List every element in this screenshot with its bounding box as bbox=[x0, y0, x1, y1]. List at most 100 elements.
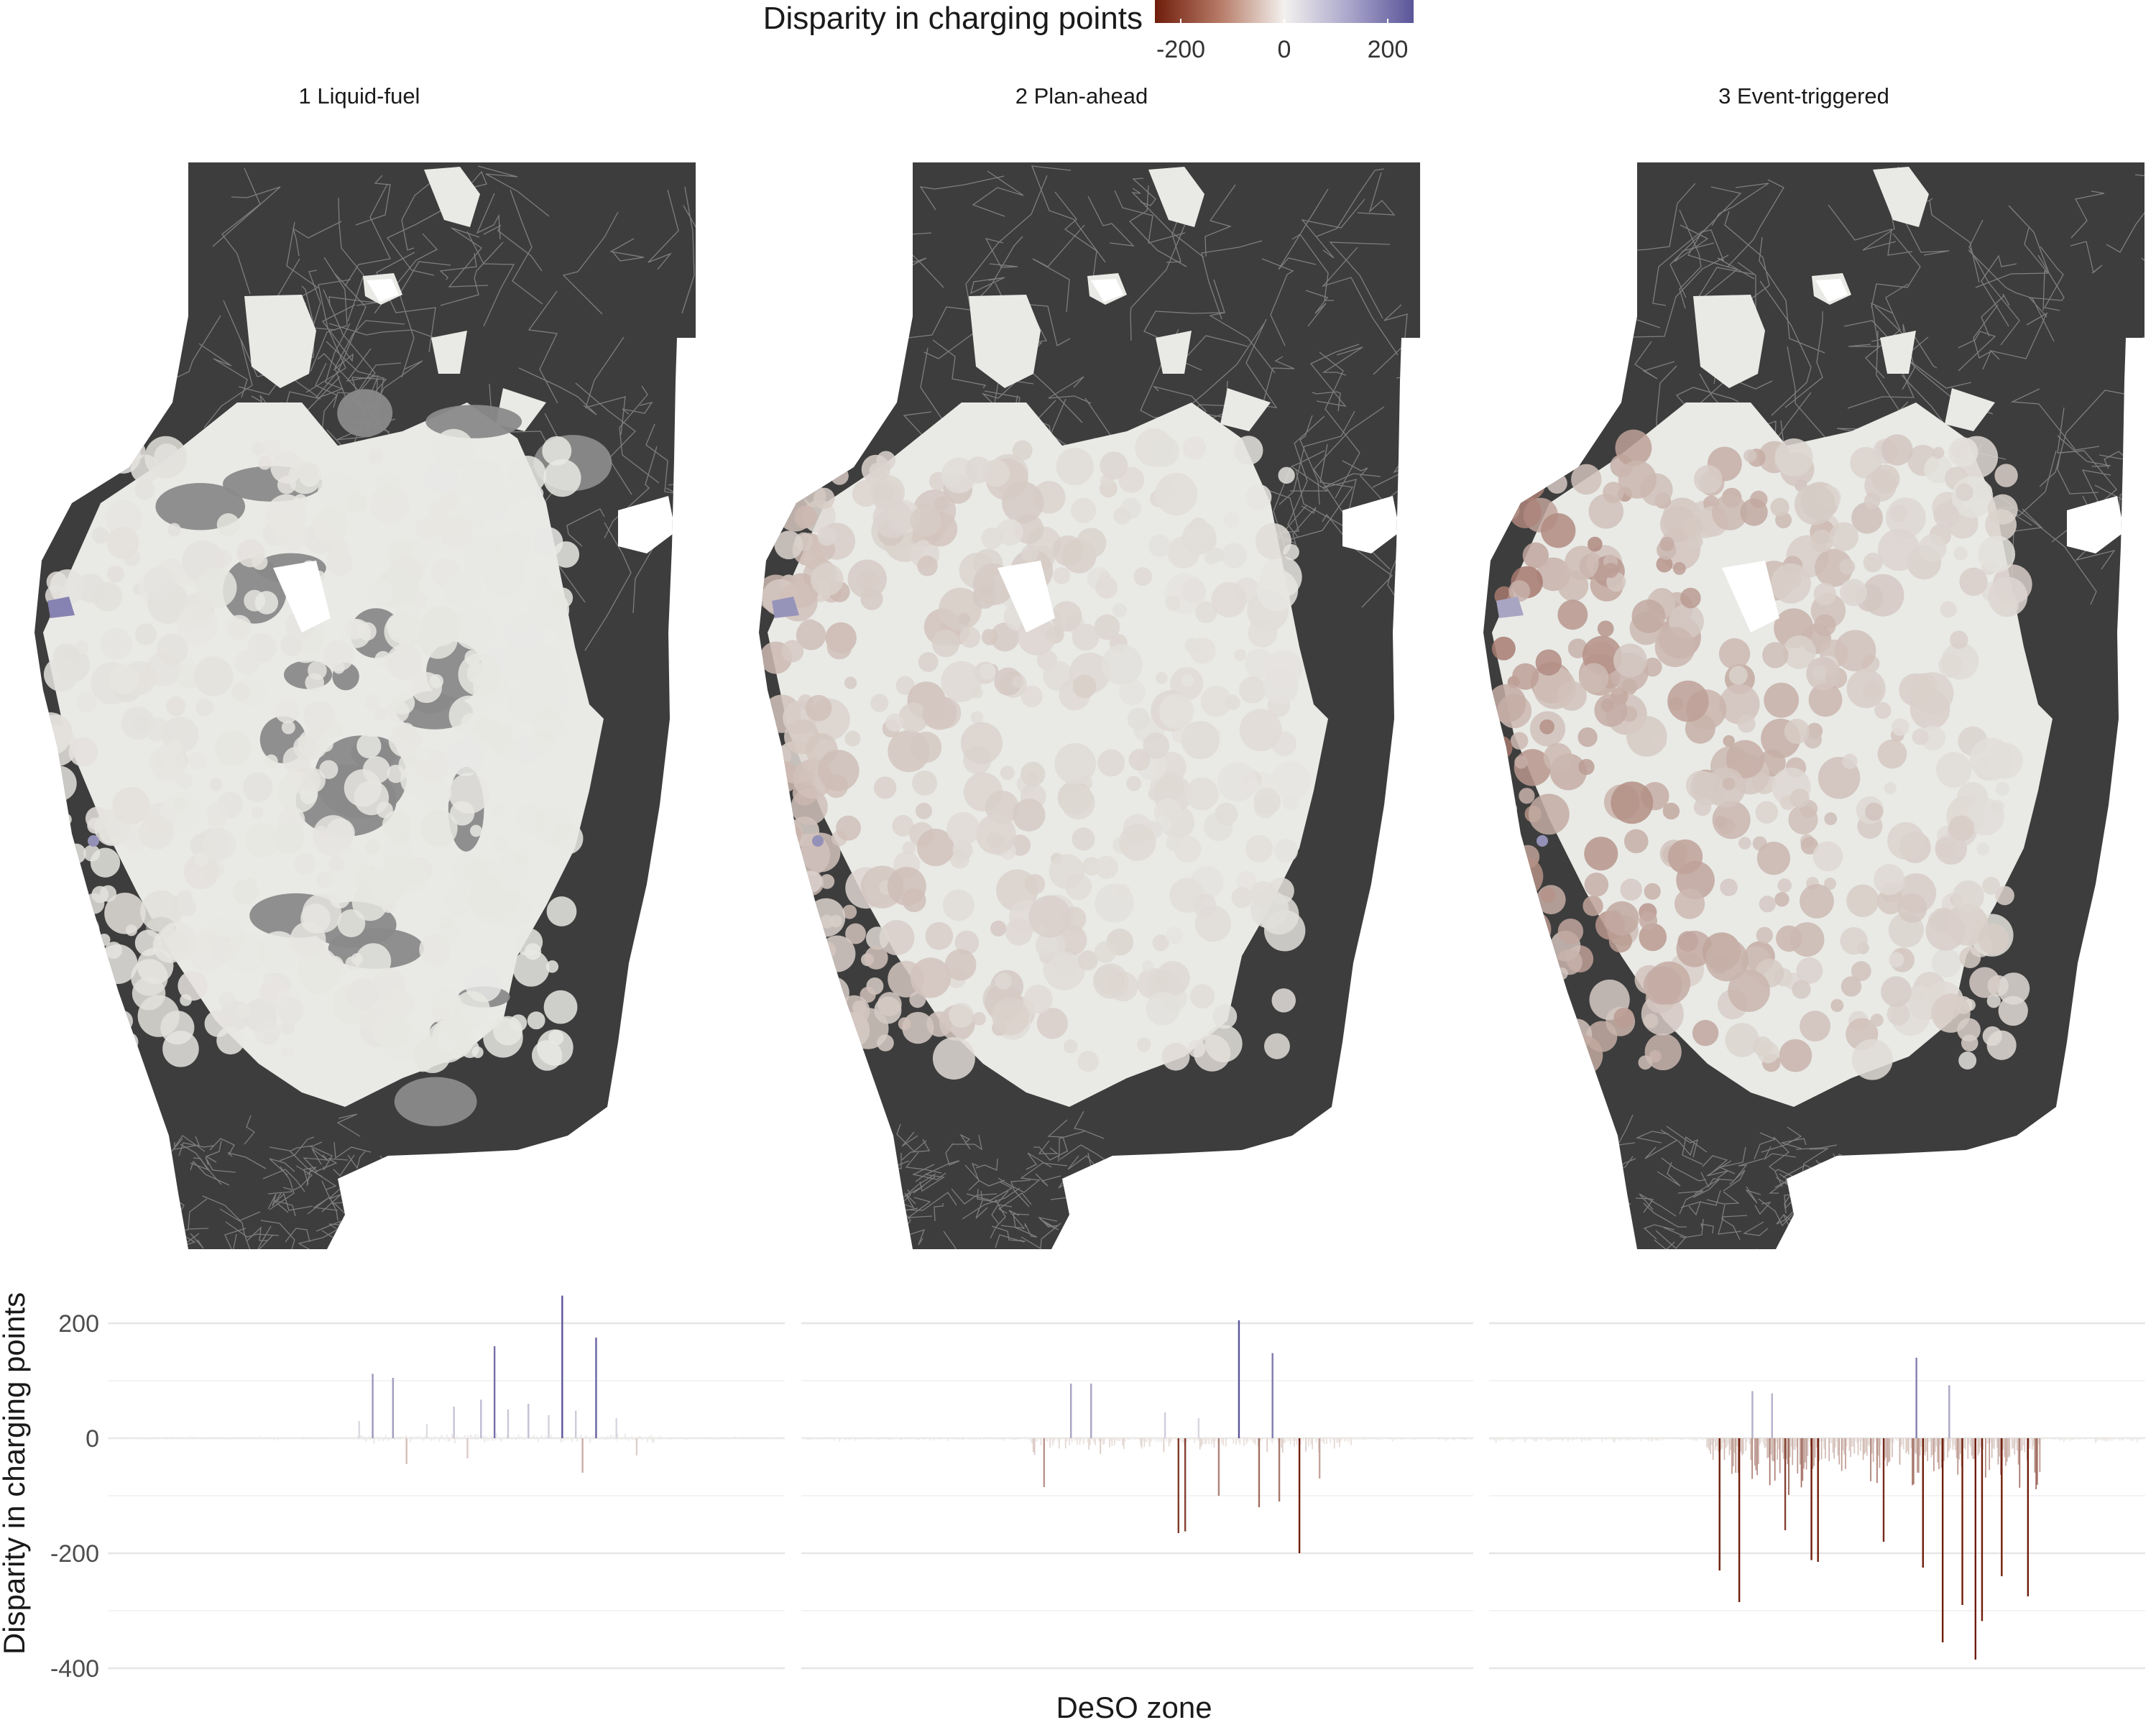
bar bbox=[1996, 1438, 1998, 1448]
bar bbox=[192, 1436, 194, 1438]
bar bbox=[660, 1438, 663, 1440]
bar bbox=[1759, 1438, 1761, 1445]
bar bbox=[139, 1438, 141, 1439]
bar bbox=[1631, 1438, 1634, 1439]
bar bbox=[1391, 1438, 1393, 1442]
bar bbox=[1064, 1438, 1067, 1449]
bar bbox=[1667, 1438, 1669, 1439]
x-axis-title: DeSO zone bbox=[1056, 1690, 1212, 1724]
map-positive-region bbox=[47, 597, 75, 618]
bar bbox=[1447, 1438, 1449, 1440]
bar bbox=[1146, 1438, 1148, 1442]
bar bbox=[1987, 1438, 1989, 1444]
bar bbox=[828, 1438, 830, 1439]
bar bbox=[1867, 1438, 1869, 1445]
bar-panel-1 bbox=[108, 1295, 785, 1670]
bar bbox=[423, 1438, 425, 1441]
bar bbox=[641, 1438, 643, 1440]
bar bbox=[2127, 1438, 2129, 1440]
bar bbox=[850, 1438, 852, 1439]
bar bbox=[1890, 1438, 1892, 1443]
bar bbox=[1959, 1438, 1961, 1454]
bar bbox=[699, 1438, 701, 1439]
bar bbox=[640, 1436, 642, 1438]
bar bbox=[1233, 1438, 1235, 1444]
bar bbox=[1399, 1438, 1401, 1439]
bar bbox=[511, 1438, 513, 1440]
bar-panel-3 bbox=[1489, 1322, 2145, 1670]
bar bbox=[1553, 1438, 1555, 1439]
bar bbox=[1231, 1438, 1233, 1440]
bar bbox=[1404, 1438, 1406, 1439]
panel-title-1: 1 Liquid-fuel bbox=[299, 83, 420, 109]
bar bbox=[1547, 1438, 1549, 1442]
bar bbox=[1733, 1438, 1736, 1453]
bar bbox=[1125, 1438, 1128, 1439]
bar bbox=[1892, 1438, 1893, 1458]
bar bbox=[758, 1436, 760, 1438]
bar bbox=[911, 1438, 913, 1439]
bar bbox=[1687, 1438, 1689, 1440]
bar bbox=[170, 1438, 172, 1439]
bar bbox=[1992, 1438, 1994, 1448]
bar bbox=[1513, 1438, 1515, 1439]
bar bbox=[1568, 1438, 1570, 1440]
bar bbox=[310, 1438, 313, 1439]
bar bbox=[2055, 1438, 2058, 1439]
bar bbox=[824, 1438, 826, 1440]
bar bbox=[127, 1438, 129, 1439]
bar bbox=[113, 1438, 115, 1439]
bar bbox=[1434, 1438, 1436, 1440]
bar bbox=[2020, 1438, 2022, 1451]
bar bbox=[1858, 1438, 1861, 1442]
bar bbox=[334, 1438, 336, 1439]
bar bbox=[1134, 1438, 1136, 1440]
map-lake bbox=[1091, 279, 1123, 302]
bar bbox=[1291, 1438, 1293, 1439]
bar bbox=[1009, 1438, 1011, 1440]
bar bbox=[1270, 1438, 1272, 1441]
bar bbox=[1140, 1438, 1141, 1446]
bar bbox=[1368, 1438, 1370, 1440]
bar bbox=[889, 1438, 891, 1440]
bar bbox=[1524, 1438, 1526, 1443]
bar bbox=[1950, 1438, 1953, 1441]
bar bbox=[639, 1435, 640, 1438]
bar bbox=[477, 1435, 479, 1438]
bar bbox=[1572, 1438, 1574, 1440]
bar bbox=[808, 1438, 811, 1440]
bar bbox=[533, 1435, 535, 1438]
bar bbox=[178, 1438, 180, 1439]
bar bbox=[336, 1438, 338, 1439]
bar bbox=[2082, 1438, 2083, 1439]
bar bbox=[571, 1438, 573, 1443]
bar bbox=[1751, 1438, 1753, 1479]
bar bbox=[1105, 1438, 1107, 1440]
bar bbox=[857, 1438, 859, 1439]
bar bbox=[1255, 1438, 1256, 1445]
bar bbox=[1886, 1438, 1888, 1466]
bar bbox=[357, 1438, 359, 1440]
bar bbox=[893, 1438, 895, 1440]
bar bbox=[1645, 1438, 1647, 1440]
bar bbox=[954, 1438, 955, 1440]
bar bbox=[1668, 1438, 1670, 1439]
bar bbox=[1565, 1438, 1567, 1439]
bar bbox=[182, 1438, 184, 1439]
bar bbox=[1500, 1438, 1502, 1440]
bar bbox=[1077, 1438, 1079, 1440]
bar bbox=[1552, 1438, 1554, 1440]
bar bbox=[1186, 1438, 1188, 1442]
bar bbox=[2131, 1438, 2133, 1440]
bar bbox=[970, 1438, 972, 1440]
bar bbox=[411, 1436, 413, 1438]
bar bbox=[137, 1438, 139, 1440]
bar bbox=[1033, 1438, 1036, 1455]
bar bbox=[1098, 1438, 1100, 1443]
bar bbox=[1284, 1438, 1286, 1443]
bar bbox=[1296, 1438, 1298, 1445]
bar bbox=[124, 1438, 126, 1439]
bar bbox=[1341, 1438, 1343, 1440]
bar bbox=[339, 1438, 341, 1440]
bar bbox=[156, 1438, 157, 1439]
